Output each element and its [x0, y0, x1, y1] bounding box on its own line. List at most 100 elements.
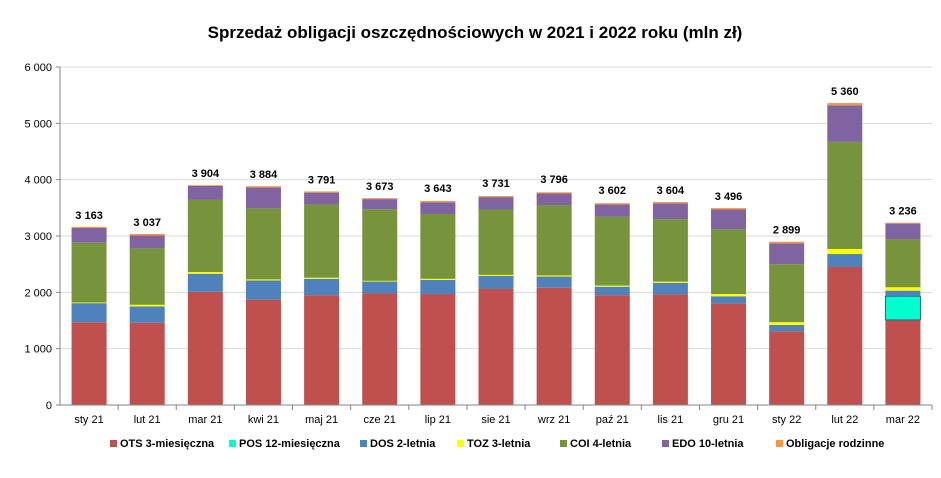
bar-segment — [652, 282, 688, 295]
bar-segment — [245, 280, 281, 300]
x-tick-label: gru 21 — [713, 414, 744, 426]
y-tick-label: 3 000 — [24, 231, 52, 243]
bar-segment — [420, 200, 456, 203]
x-tick-label: paź 21 — [596, 414, 629, 426]
bar-segment — [769, 241, 805, 244]
bar-segment — [362, 281, 398, 294]
bar-segment — [71, 242, 107, 303]
bar-segment — [594, 295, 630, 405]
bar-segment — [245, 186, 281, 188]
legend-swatch — [457, 440, 464, 447]
bar-segment — [885, 290, 921, 297]
bar-segment — [536, 276, 572, 288]
bar-segment — [478, 197, 514, 210]
bar-segment — [304, 278, 340, 296]
total-label: 3 236 — [889, 206, 917, 218]
bar-segment — [711, 229, 747, 295]
bar-segment — [71, 226, 107, 228]
bar-segment — [652, 203, 688, 220]
bar-segment — [129, 235, 165, 249]
bar-segment — [304, 192, 340, 205]
legend-label: EDO 10-letnia — [672, 438, 744, 450]
bar-segment — [478, 209, 514, 275]
legend-swatch — [560, 440, 567, 447]
x-tick-label: lut 21 — [134, 414, 161, 426]
total-label: 3 496 — [715, 191, 743, 203]
bar-segment — [129, 233, 165, 236]
bar-segment — [420, 214, 456, 279]
legend-label: COI 4-letnia — [570, 438, 632, 450]
bar-segment — [478, 274, 514, 276]
bar-segment — [594, 285, 630, 287]
bar-segment — [478, 195, 514, 198]
y-tick-label: 0 — [46, 400, 52, 412]
bar-segment — [129, 304, 165, 307]
bar-segment — [885, 222, 921, 224]
total-label: 3 163 — [75, 210, 103, 222]
bar-segment — [362, 293, 398, 405]
bar-segment — [594, 216, 630, 286]
bar-segment — [536, 192, 572, 194]
bar-segment — [420, 279, 456, 295]
x-tick-label: cze 21 — [364, 414, 396, 426]
bar-segment — [769, 331, 805, 405]
bar-segment — [885, 239, 921, 288]
total-label: 3 904 — [192, 168, 220, 180]
legend-swatch — [776, 440, 783, 447]
bar-segment — [420, 278, 456, 280]
legend-swatch — [110, 440, 117, 447]
bar-segment — [594, 204, 630, 217]
legend-swatch — [360, 440, 367, 447]
total-label: 3 643 — [424, 183, 452, 195]
bar-segment — [652, 219, 688, 282]
bar-segment — [885, 223, 921, 240]
bar-segment — [536, 205, 572, 276]
bar-segment — [187, 291, 223, 405]
bar-segment — [478, 275, 514, 289]
y-tick-label: 1 000 — [24, 344, 52, 356]
bar-segment — [420, 294, 456, 405]
bar-segment — [129, 322, 165, 405]
chart-title: Sprzedaż obligacji oszczędnościowych w 2… — [208, 23, 743, 42]
bar-segment — [362, 199, 398, 210]
bar-segment — [304, 191, 340, 193]
bar-segment — [711, 209, 747, 230]
bar-segment — [71, 322, 107, 405]
bar-segment — [827, 105, 863, 142]
bar-segment — [711, 303, 747, 405]
y-tick-label: 6 000 — [24, 62, 52, 74]
x-axis: sty 21 lut 21 mar 21 kwi 21 maj 21 cze 21 lip … — [60, 404, 933, 426]
bar-segment — [536, 287, 572, 405]
bar-segment — [885, 287, 921, 291]
bar-segment — [245, 208, 281, 280]
bar-segment — [827, 266, 863, 405]
x-tick-label: sty 22 — [772, 414, 801, 426]
bar-segment — [187, 199, 223, 273]
bar-segment — [187, 272, 223, 274]
total-label: 3 673 — [366, 181, 394, 193]
x-tick-label: wrz 21 — [537, 414, 570, 426]
bars: 3 163 3 037 3 904 3 884 3 791 3 673 3 643 3 731… — [71, 86, 921, 405]
bar-segment — [187, 273, 223, 292]
bar-segment — [362, 280, 398, 282]
y-tick-label: 4 000 — [24, 175, 52, 187]
bar-segment — [362, 198, 398, 200]
bar-segment — [71, 302, 107, 304]
bar-segment — [304, 295, 340, 405]
bar-segment — [827, 254, 863, 267]
legend-label: Obligacje rodzinne — [786, 438, 884, 450]
bar-segment — [652, 294, 688, 405]
bar-segment — [71, 303, 107, 323]
x-tick-label: sie 21 — [481, 414, 510, 426]
x-tick-label: mar 22 — [886, 414, 920, 426]
bar-segment — [187, 185, 223, 200]
total-label: 3 602 — [599, 185, 627, 197]
bar-segment — [245, 187, 281, 209]
x-tick-label: lis 21 — [658, 414, 684, 426]
bar-segment — [711, 294, 747, 297]
bar-segment — [769, 325, 805, 332]
bar-segment — [362, 209, 398, 281]
total-label: 2 899 — [773, 225, 801, 237]
bar-segment — [245, 279, 281, 281]
legend: OTS 3-miesięczna POS 12-miesięczna DOS 2-l… — [110, 438, 884, 450]
